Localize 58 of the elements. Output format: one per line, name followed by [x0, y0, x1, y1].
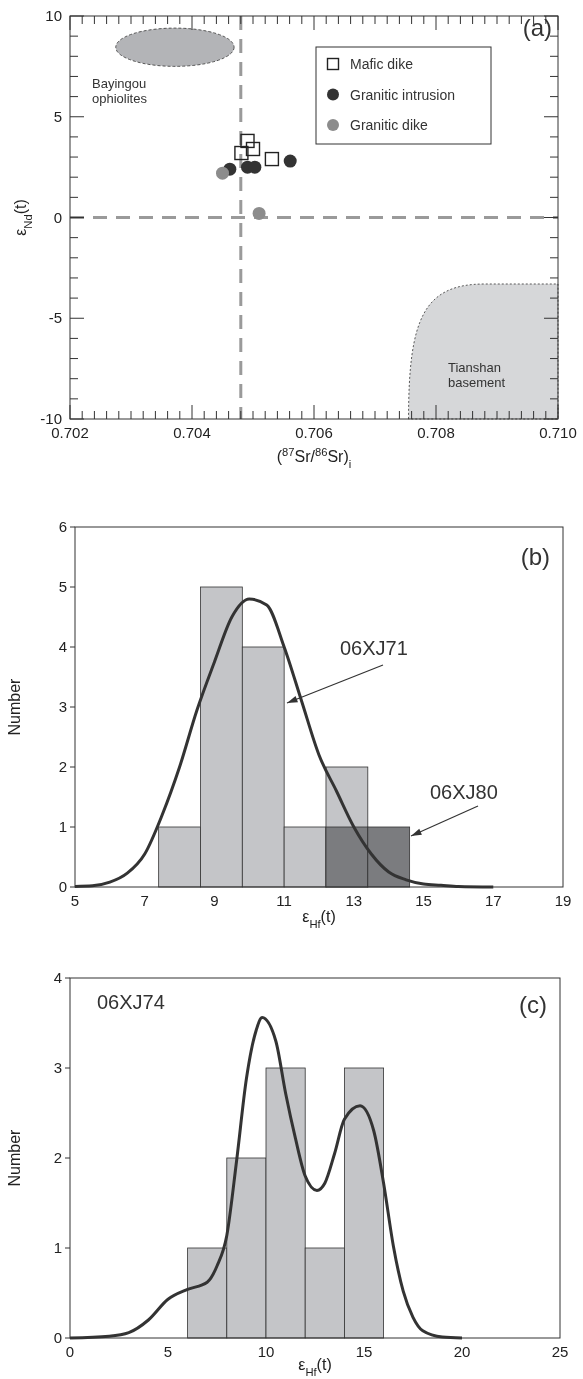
- y-tick-label: 2: [58, 758, 67, 775]
- x-tick-label: 25: [551, 1343, 569, 1360]
- x-tick-label: 13: [345, 892, 363, 909]
- x-tick-label: 0.710: [539, 424, 577, 441]
- y-axis-title: Number: [6, 1128, 23, 1187]
- x-tick-label: 15: [415, 892, 432, 909]
- y-tick-label: 2: [53, 1149, 62, 1166]
- x-tick-label: 7: [140, 892, 149, 909]
- annotation: Tianshan basement: [448, 360, 506, 390]
- point: [234, 145, 249, 161]
- x-tick-label: 17: [484, 892, 502, 909]
- y-tick-label: 1: [58, 818, 67, 835]
- y-tick-label: 4: [58, 638, 67, 655]
- y-tick-label: -5: [48, 309, 62, 327]
- x-tick-label: 15: [355, 1343, 373, 1360]
- y-tick-label: -10: [40, 410, 62, 427]
- point: [252, 206, 266, 220]
- y-tick-label: 3: [53, 1059, 62, 1076]
- y-tick-label: 4: [53, 969, 62, 986]
- point: [240, 133, 255, 149]
- y-tick-label: 6: [58, 518, 67, 535]
- y-tick-label: 1: [53, 1239, 62, 1256]
- x-tick-label: 0.702: [51, 424, 89, 441]
- x-tick-label: 19: [554, 892, 572, 909]
- point: [216, 166, 229, 180]
- x-tick-label: 11: [276, 892, 292, 909]
- annotation: (c): [519, 991, 547, 1018]
- y-tick-label: 0: [53, 1329, 62, 1346]
- annotation: (b): [520, 543, 550, 570]
- y-tick-label: 0: [53, 208, 62, 226]
- legend-label: Mafic dike: [350, 56, 414, 72]
- y-tick-label: 5: [53, 107, 62, 125]
- x-axis-title: ε$_{Hf}$(t): [298, 1356, 332, 1378]
- y-tick-label: 5: [58, 578, 67, 595]
- annotation: 06XJ74: [97, 991, 165, 1013]
- series-label: 06XJ80: [430, 781, 498, 803]
- x-tick-label: 20: [453, 1343, 471, 1360]
- x-tick-label: 0.704: [173, 424, 211, 441]
- point: [283, 154, 297, 168]
- legend-label: Granitic dike: [350, 117, 429, 133]
- point: [245, 141, 261, 157]
- annotation: (a): [522, 14, 552, 41]
- text: 06XJ71: [340, 637, 408, 659]
- y-tick-label: 3: [58, 698, 67, 715]
- x-tick-label: 10: [257, 1343, 275, 1360]
- x-axis-title: ε$_{Hf}$(t): [302, 908, 336, 930]
- x-tick-label: 5: [70, 892, 80, 909]
- x-tick-label: 5: [163, 1343, 173, 1360]
- y-axis-title: Number: [6, 677, 23, 736]
- point: [264, 151, 280, 167]
- x-axis-title: ($^{87}$Sr/$^{86}$Sr)$_{i}$: [276, 446, 352, 470]
- x-tick-label: 0.706: [295, 424, 333, 441]
- legend-label: Granitic intrusion: [350, 86, 456, 103]
- x-tick-label: 0.708: [417, 424, 455, 441]
- annotation: Bayingou ophiolites: [92, 76, 148, 106]
- x-tick-label: 9: [210, 892, 219, 909]
- y-tick-label: 0: [58, 878, 67, 895]
- y-tick-label: 10: [45, 7, 62, 24]
